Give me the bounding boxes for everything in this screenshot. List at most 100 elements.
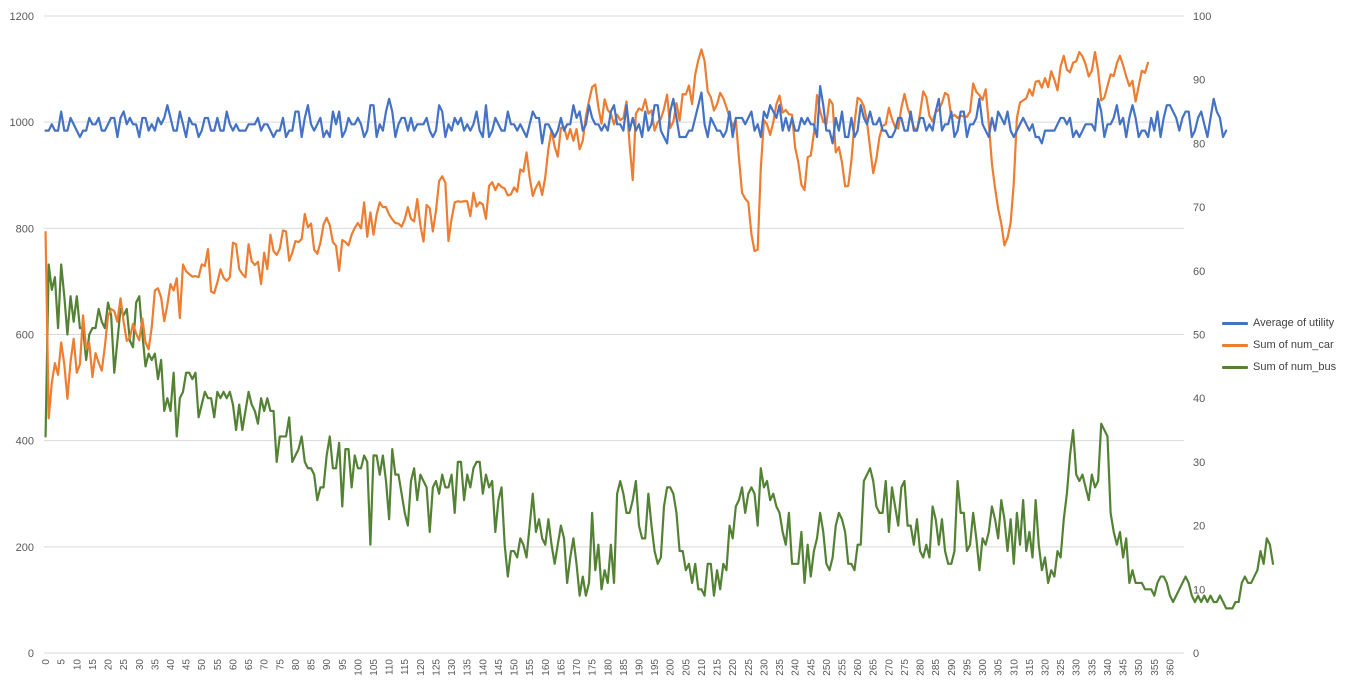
x-tick-label: 345 [1119,659,1130,676]
y-right-tick-label: 60 [1193,266,1205,278]
x-tick-label: 75 [275,659,286,671]
x-tick-label: 260 [853,659,864,676]
x-tick-label: 265 [869,659,880,676]
x-tick-label: 270 [884,659,895,676]
x-tick-label: 115 [400,659,411,675]
x-tick-label: 340 [1103,659,1114,676]
x-tick-label: 170 [572,659,583,676]
y-right-tick-label: 90 [1193,75,1205,87]
x-tick-label: 95 [338,659,349,671]
y-right-tick-label: 0 [1193,648,1199,660]
y-right-tick-label: 50 [1193,330,1205,342]
x-tick-label: 295 [962,659,973,676]
x-tick-label: 225 [744,659,755,676]
x-tick-label: 100 [353,659,364,676]
x-tick-label: 305 [994,659,1005,676]
x-tick-label: 355 [1150,659,1161,676]
y-right-tick-label: 100 [1193,11,1211,23]
y-right-tick-label: 70 [1193,202,1205,214]
x-tick-label: 190 [634,659,645,676]
x-tick-label: 280 [916,659,927,676]
x-tick-label: 205 [681,659,692,676]
x-tick-label: 315 [1025,659,1036,676]
x-tick-label: 320 [1041,659,1052,676]
x-tick-label: 50 [197,659,208,671]
x-tick-label: 60 [228,659,239,671]
x-tick-label: 200 [666,659,677,676]
x-tick-label: 215 [713,659,724,676]
y-right-tick-label: 80 [1193,138,1205,150]
legend-item-num-car: Sum of num_car [1222,334,1336,356]
y-left-tick-label: 0 [28,648,34,660]
legend-item-utility: Average of utility [1222,312,1336,334]
x-tick-label: 120 [416,659,427,676]
x-tick-label: 250 [822,659,833,676]
x-tick-label: 160 [541,659,552,676]
x-tick-label: 90 [322,659,333,671]
x-tick-label: 185 [619,659,630,676]
x-tick-label: 335 [1087,659,1098,676]
x-tick-label: 40 [166,659,177,671]
x-tick-label: 20 [104,659,115,671]
x-tick-label: 325 [1056,659,1067,676]
legend-label-utility: Average of utility [1253,317,1335,329]
x-tick-label: 290 [947,659,958,676]
x-tick-label: 300 [978,659,989,676]
x-tick-label: 5 [57,659,68,665]
series-line-sum-of-num-bus [44,263,1275,610]
legend-item-num-bus: Sum of num_bus [1222,356,1336,378]
x-tick-label: 310 [1009,659,1020,676]
x-tick-label: 10 [72,659,83,671]
x-tick-label: 150 [510,659,521,676]
x-tick-label: 165 [556,659,567,676]
y-right-tick-label: 20 [1193,521,1205,533]
x-tick-label: 360 [1165,659,1176,676]
series-line-average-of-utility [44,84,1228,145]
legend: Average of utility Sum of num_car Sum of… [1222,312,1336,378]
x-tick-label: 85 [307,659,318,671]
x-tick-label: 65 [244,659,255,671]
x-tick-label: 195 [650,659,661,676]
legend-label-num-bus: Sum of num_bus [1253,361,1337,373]
x-tick-label: 125 [431,659,442,676]
x-tick-label: 155 [525,659,536,676]
x-tick-label: 55 [213,659,224,671]
y-left-tick-label: 400 [16,436,34,448]
x-tick-label: 230 [759,659,770,676]
y-left-tick-label: 1000 [10,117,34,129]
y-left-tick-label: 1200 [10,11,34,23]
x-tick-label: 35 [150,659,161,671]
x-tick-label: 350 [1134,659,1145,676]
x-tick-label: 70 [260,659,271,671]
legend-swatch-num-bus [1222,365,1248,369]
y-left-tick-label: 800 [16,223,34,235]
x-tick-label: 145 [494,659,505,676]
x-tick-label: 30 [135,659,146,671]
x-tick-label: 275 [900,659,911,676]
legend-swatch-utility [1222,321,1248,325]
series-line-sum-of-num-car [44,48,1150,420]
x-tick-label: 25 [119,659,130,671]
x-tick-label: 330 [1072,659,1083,676]
y-left-tick-label: 600 [16,330,34,342]
x-tick-label: 45 [182,659,193,671]
x-tick-label: 180 [603,659,614,676]
x-tick-label: 80 [291,659,302,671]
y-left-tick-label: 200 [16,542,34,554]
series-lines [44,48,1275,610]
y-right-tick-label: 10 [1193,584,1205,596]
x-tick-label: 135 [463,659,474,676]
x-tick-label: 235 [775,659,786,676]
x-tick-label: 140 [478,659,489,676]
y-right-tick-label: 40 [1193,393,1205,405]
x-tick-label: 105 [369,659,380,676]
x-tick-label: 110 [385,659,396,675]
x-tick-label: 285 [931,659,942,676]
y-right-tick-label: 30 [1193,457,1205,469]
x-tick-label: 240 [791,659,802,676]
legend-label-num-car: Sum of num_car [1253,339,1334,351]
x-tick-label: 245 [806,659,817,676]
legend-swatch-num-car [1222,343,1248,347]
